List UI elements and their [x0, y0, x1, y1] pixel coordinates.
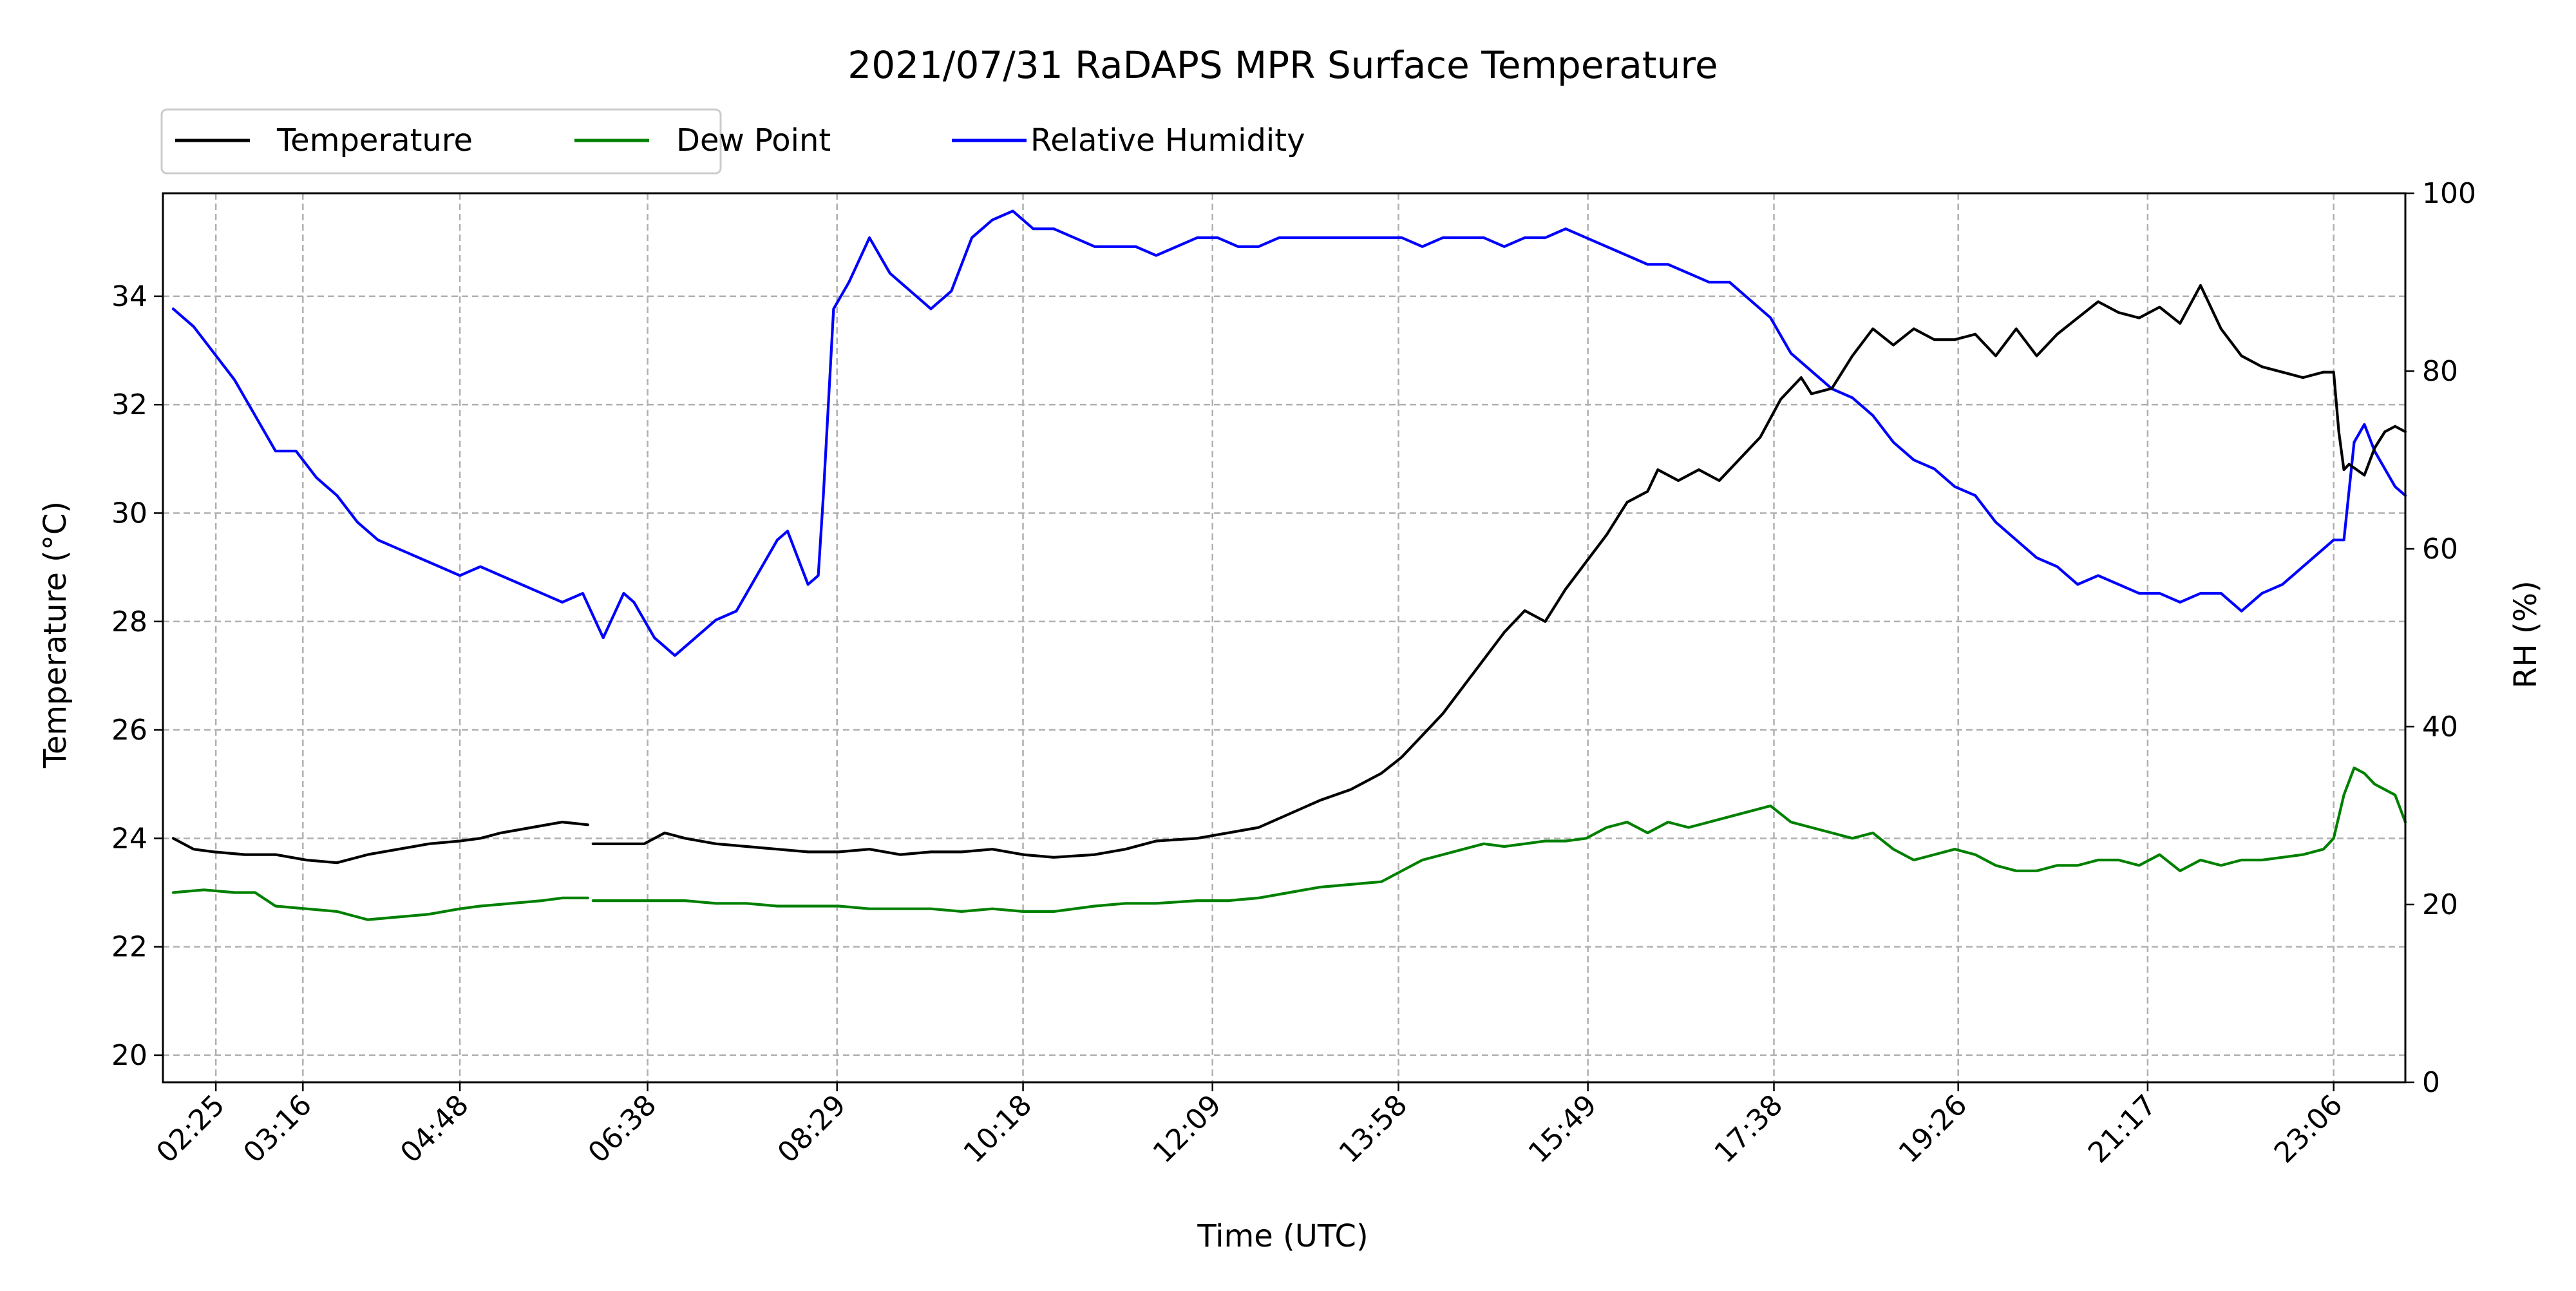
- y-axis-label: Temperature (°C): [37, 501, 73, 769]
- y2-tick-label: 80: [2422, 355, 2458, 388]
- y-tick-label: 28: [111, 606, 147, 638]
- series-layer: [171, 209, 2407, 921]
- relative-humidity-series-line: [171, 209, 2407, 657]
- grid-layer: [163, 193, 2405, 1082]
- legend: Temperature Dew Point Relative Humidity: [160, 108, 1305, 175]
- legend-label-temperature: Temperature: [276, 122, 473, 158]
- dew-point-series-line: [591, 766, 2407, 913]
- y-tick-label: 20: [111, 1039, 147, 1072]
- legend-frame: [160, 108, 722, 175]
- y2-tick-label: 100: [2422, 177, 2476, 210]
- y2-tick-label: 60: [2422, 533, 2458, 566]
- y-tick-label: 32: [111, 388, 147, 421]
- temperature-series-line: [591, 283, 2407, 859]
- y2-tick-label: 20: [2422, 888, 2458, 921]
- y2-tick-label: 40: [2422, 711, 2458, 743]
- dew-point-series-line: [171, 888, 589, 921]
- y-tick-label: 30: [111, 497, 147, 530]
- y-tick-label: 26: [111, 714, 147, 747]
- y2-axis-label: RH (%): [2508, 580, 2544, 689]
- y-tick-label: 24: [111, 822, 147, 855]
- legend-label-relative-humidity: Relative Humidity: [1030, 122, 1305, 158]
- y-tick-label: 34: [111, 280, 147, 313]
- temperature-series-line: [171, 821, 589, 865]
- y-tick-label: 22: [111, 931, 147, 964]
- plot-area-frame: [162, 192, 2407, 1084]
- x-axis-label: Time (UTC): [1197, 1218, 1368, 1254]
- legend-label-dew-point: Dew Point: [676, 122, 831, 158]
- y2-tick-label: 0: [2422, 1066, 2440, 1099]
- chart-title: 2021/07/31 RaDAPS MPR Surface Temperatur…: [848, 43, 1718, 87]
